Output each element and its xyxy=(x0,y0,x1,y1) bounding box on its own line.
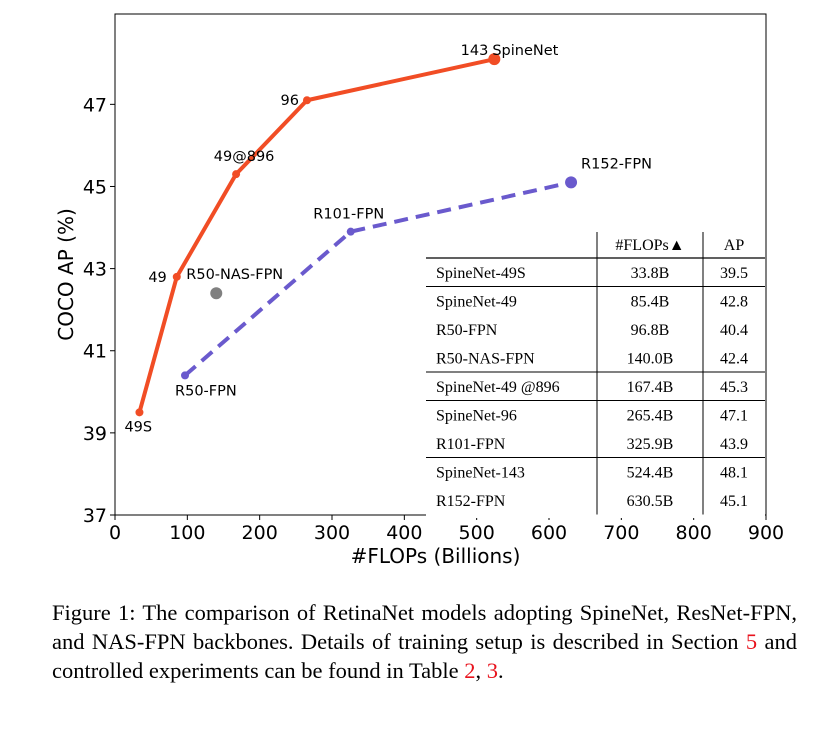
y-axis-title: COCO AP (%) xyxy=(54,208,78,340)
point-label: 143 xyxy=(461,43,489,59)
data-point xyxy=(210,287,223,300)
table-cell-flops: 325.9B xyxy=(627,436,674,453)
x-tick-label: 700 xyxy=(603,522,639,544)
x-tick-label: 100 xyxy=(169,522,205,544)
data-point xyxy=(135,408,144,417)
x-tick-label: 900 xyxy=(748,522,784,544)
point-label: 96 xyxy=(281,93,299,109)
data-point xyxy=(172,272,181,281)
point-label: R101-FPN xyxy=(313,207,384,223)
table-cell-flops: 524.4B xyxy=(627,465,674,482)
y-tick-label: 47 xyxy=(83,94,107,116)
data-point xyxy=(488,53,501,66)
series-name-label: SpineNet xyxy=(492,43,558,59)
x-tick-label: 800 xyxy=(676,522,712,544)
table-cell-flops: 265.4B xyxy=(627,408,674,425)
table-cell-flops: 167.4B xyxy=(627,379,674,396)
figure-caption: Figure 1: The comparison of RetinaNet mo… xyxy=(52,598,797,685)
caption-text-3: , xyxy=(475,658,487,683)
x-tick-label: 400 xyxy=(386,522,422,544)
table-cell-model: R50-FPN xyxy=(436,322,498,339)
table-cell-model: SpineNet-143 xyxy=(436,465,525,482)
y-tick-label: 37 xyxy=(83,505,107,527)
chart: 0 100 200 300 400 500 600 700 800 900 37 39 41 43 45 47… xyxy=(54,13,784,568)
table-cell-flops: 140.0B xyxy=(627,351,674,368)
point-label: 49S xyxy=(124,419,152,435)
table-cell-ap: 43.9 xyxy=(720,436,748,453)
series-line-1 xyxy=(183,180,572,377)
y-tick-label: 43 xyxy=(83,259,107,281)
point-label: R50-NAS-FPN xyxy=(186,267,283,283)
point-label: 49@896 xyxy=(214,149,275,165)
table-cell-ap: 47.1 xyxy=(720,408,748,425)
table-cell-model: SpineNet-49S xyxy=(436,265,526,282)
data-point xyxy=(565,176,578,189)
x-axis-title: #FLOPs (Billions) xyxy=(351,544,521,568)
caption-text-1: Figure 1: The comparison of RetinaNet mo… xyxy=(52,600,797,654)
table-cell-model: SpineNet-49 @896 xyxy=(436,379,560,396)
table-header-ap: AP xyxy=(724,237,745,254)
table-cell-ap: 39.5 xyxy=(720,265,748,282)
x-tick-label: 0 xyxy=(109,522,121,544)
table-cell-flops: 33.8B xyxy=(631,265,670,282)
point-label: R152-FPN xyxy=(581,156,652,172)
table-cell-flops: 630.5B xyxy=(627,493,674,510)
table-background xyxy=(426,228,765,518)
y-tick-label: 41 xyxy=(83,341,107,363)
data-point xyxy=(181,371,190,380)
table-cell-ap: 45.1 xyxy=(720,493,748,510)
x-tick-label: 200 xyxy=(242,522,278,544)
table-ref-link-3[interactable]: 3 xyxy=(486,658,499,683)
table-cell-ap: 42.4 xyxy=(720,351,748,368)
table-cell-model: SpineNet-96 xyxy=(436,408,517,425)
x-tick-label: 600 xyxy=(531,522,567,544)
table-cell-ap: 45.3 xyxy=(720,379,748,396)
table-cell-model: SpineNet-49 xyxy=(436,294,517,311)
point-label: R50-FPN xyxy=(175,383,237,399)
point-label: 49 xyxy=(148,270,166,286)
table-header-flops: #FLOPs▲ xyxy=(615,237,684,254)
table-cell-flops: 96.8B xyxy=(631,322,670,339)
caption-text-4: . xyxy=(498,658,504,683)
x-tick-label: 500 xyxy=(459,522,495,544)
table-cell-ap: 42.8 xyxy=(720,294,748,311)
figure: 0 100 200 300 400 500 600 700 800 900 37 39 41 43 45 47… xyxy=(54,13,784,568)
y-tick-label: 45 xyxy=(83,176,107,198)
x-tick-label: 300 xyxy=(314,522,350,544)
table-cell-ap: 48.1 xyxy=(720,465,748,482)
y-tick-label: 39 xyxy=(83,423,107,445)
data-point xyxy=(232,170,241,179)
data-point xyxy=(302,96,311,105)
table-cell-model: R50-NAS-FPN xyxy=(436,351,535,368)
table-ref-link-2[interactable]: 2 xyxy=(464,658,476,683)
table-cell-flops: 85.4B xyxy=(631,294,670,311)
table-cell-ap: 40.4 xyxy=(720,322,748,339)
data-point xyxy=(346,227,355,236)
table-cell-model: R101-FPN xyxy=(436,436,506,453)
table-cell-model: R152-FPN xyxy=(436,493,506,510)
section-ref-link[interactable]: 5 xyxy=(745,629,758,654)
caption-text-2: and controlled experiments can be found … xyxy=(52,629,797,683)
